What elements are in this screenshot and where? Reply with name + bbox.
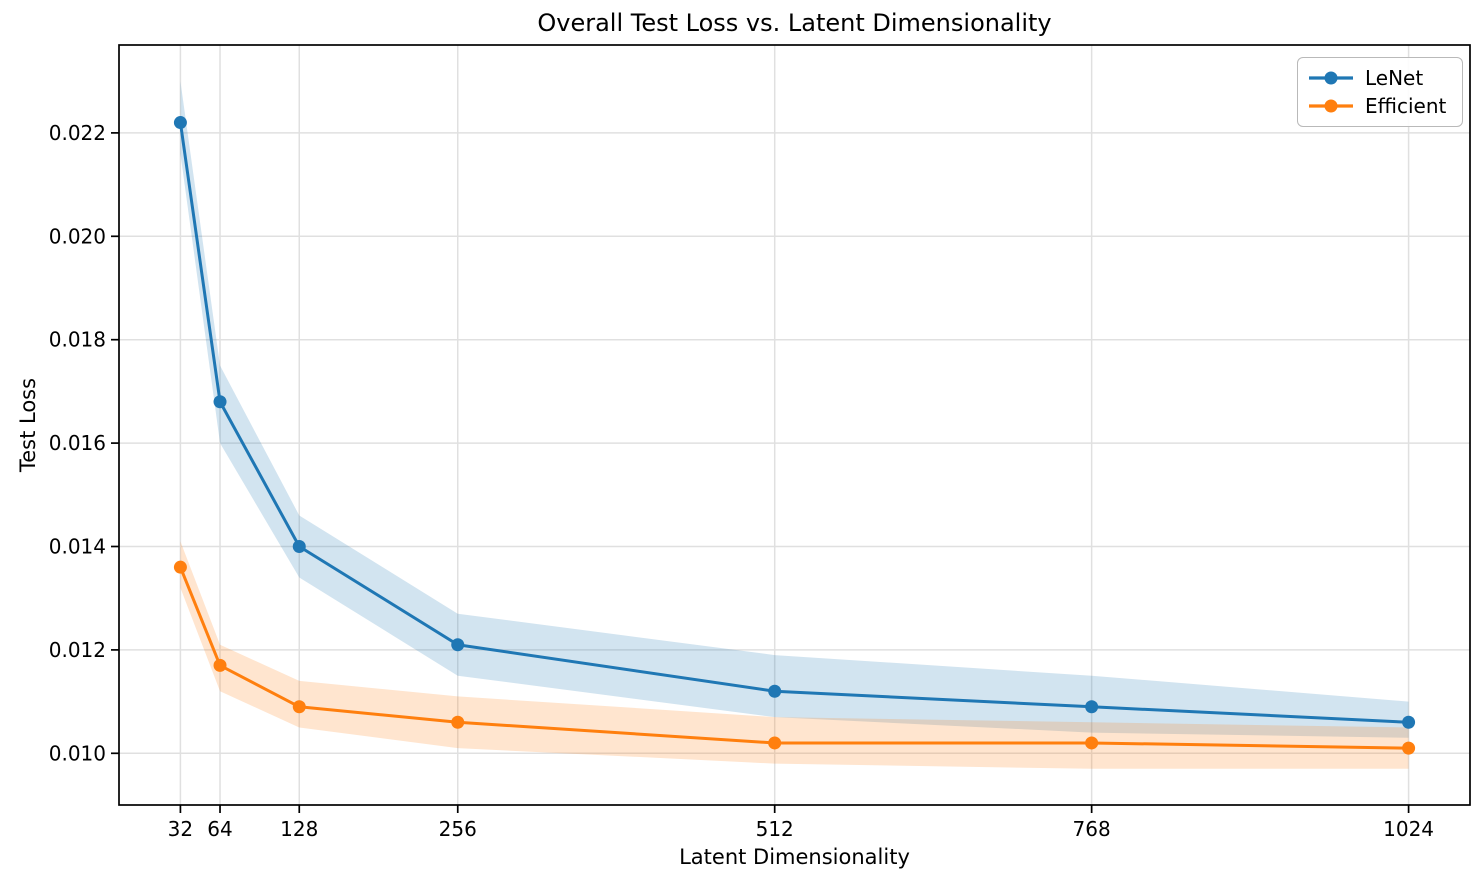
x-tick-label: 768 — [1073, 817, 1111, 841]
data-point-lenet — [173, 116, 187, 130]
x-tick-label: 512 — [756, 817, 794, 841]
chart-title: Overall Test Loss vs. Latent Dimensional… — [537, 9, 1052, 37]
legend-marker-icon — [1324, 71, 1338, 85]
data-point-efficient — [1402, 741, 1416, 755]
x-tick-label: 32 — [168, 817, 193, 841]
data-point-efficient — [768, 736, 782, 750]
y-tick-label: 0.010 — [49, 741, 106, 765]
legend-item-efficient: Efficient — [1308, 93, 1446, 119]
x-tick-label: 64 — [207, 817, 232, 841]
data-point-efficient — [292, 700, 306, 714]
confidence-band-efficient — [180, 541, 1409, 769]
y-tick-label: 0.014 — [49, 534, 106, 558]
legend-item-lenet: LeNet — [1308, 65, 1446, 91]
confidence-band-lenet — [180, 81, 1409, 738]
legend-label: LeNet — [1365, 66, 1424, 90]
data-point-lenet — [292, 539, 306, 553]
legend-swatch-lenet — [1309, 71, 1353, 85]
y-tick-label: 0.018 — [49, 328, 106, 352]
legend-label: Efficient — [1365, 94, 1447, 118]
legend-swatch-efficient — [1309, 99, 1353, 113]
y-tick-label: 0.012 — [49, 638, 106, 662]
data-point-efficient — [451, 715, 465, 729]
data-point-lenet — [451, 638, 465, 652]
data-point-lenet — [213, 395, 227, 409]
axes-spines — [118, 44, 1471, 806]
series-line-lenet — [178, 121, 1411, 724]
legend-marker-icon — [1324, 99, 1338, 113]
data-point-efficient — [213, 658, 227, 672]
y-tick-label: 0.020 — [49, 224, 106, 248]
y-tick-label: 0.022 — [49, 121, 106, 145]
data-point-lenet — [768, 684, 782, 698]
x-tick-label: 128 — [280, 817, 318, 841]
data-point-efficient — [1085, 736, 1099, 750]
data-point-lenet — [1085, 700, 1099, 714]
data-point-lenet — [1402, 715, 1416, 729]
x-tick-label: 1024 — [1383, 817, 1434, 841]
x-tick-label: 256 — [439, 817, 477, 841]
data-point-efficient — [173, 560, 187, 574]
x-axis-label: Latent Dimensionality — [679, 845, 910, 869]
y-tick-label: 0.016 — [49, 431, 106, 455]
legend: LeNet Efficient — [1297, 57, 1464, 127]
y-axis-label: Test Loss — [16, 377, 40, 473]
